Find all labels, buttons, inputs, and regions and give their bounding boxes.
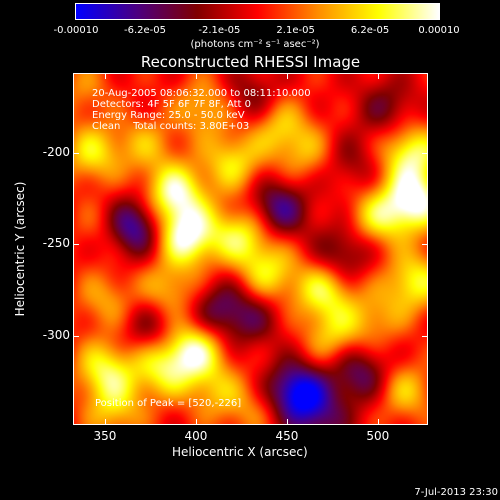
x-tick-mark [104,419,106,425]
x-tick-label: 500 [366,429,390,443]
time-range-text: 20-Aug-2005 08:06:32.000 to 08:11:10.000 [92,88,311,99]
colorbar-tick-label: -6.2e-05 [123,25,166,36]
timestamp: 7-Jul-2013 23:30 [414,487,498,498]
x-tick-label: 400 [184,429,208,443]
y-tick-mark [73,244,79,246]
colorbar-tick-label: -0.00010 [53,25,99,36]
plot-title: Reconstructed RHESSI Image [140,53,361,71]
x-tick-mark [286,73,288,79]
x-tick-label: 450 [275,429,299,443]
observation-info: 20-Aug-2005 08:06:32.000 to 08:11:10.000… [92,88,311,132]
peak-position-text: Position of Peak = [520,-226] [95,398,242,409]
colorbar-tick-label: 2.1e-05 [276,25,315,36]
y-tick-mark [73,152,79,154]
y-tick-mark [422,336,428,338]
y-tick-mark [73,336,79,338]
energy-range-text: Energy Range: 25.0 - 50.0 keV [92,110,245,121]
x-tick-mark [377,73,379,79]
colorbar [75,3,440,20]
colorbar-unit-label: (photons cm⁻² s⁻¹ asec⁻²) [190,39,320,50]
heatmap-image [74,74,427,424]
x-tick-mark [195,73,197,79]
x-tick-mark [377,419,379,425]
x-axis-title: Heliocentric X (arcsec) [172,445,308,459]
y-axis-title: Heliocentric Y (arcsec) [13,181,27,317]
colorbar-tick-label: -2.1e-05 [198,25,241,36]
x-tick-label: 350 [93,429,117,443]
y-tick-label: -250 [42,236,70,251]
y-tick-mark [422,244,428,246]
y-tick-label: -200 [42,144,70,159]
clean-counts-text: Clean Total counts: 3.80E+03 [92,121,250,132]
x-tick-mark [195,419,197,425]
y-tick-label: -300 [42,328,70,343]
y-tick-mark [422,152,428,154]
detectors-text: Detectors: 4F 5F 6F 7F 8F, Att 0 [92,99,252,110]
x-tick-mark [104,73,106,79]
x-tick-mark [286,419,288,425]
colorbar-tick-label: 0.00010 [418,25,460,36]
plot-frame [73,73,428,425]
colorbar-tick-label: 6.2e-05 [350,25,390,36]
